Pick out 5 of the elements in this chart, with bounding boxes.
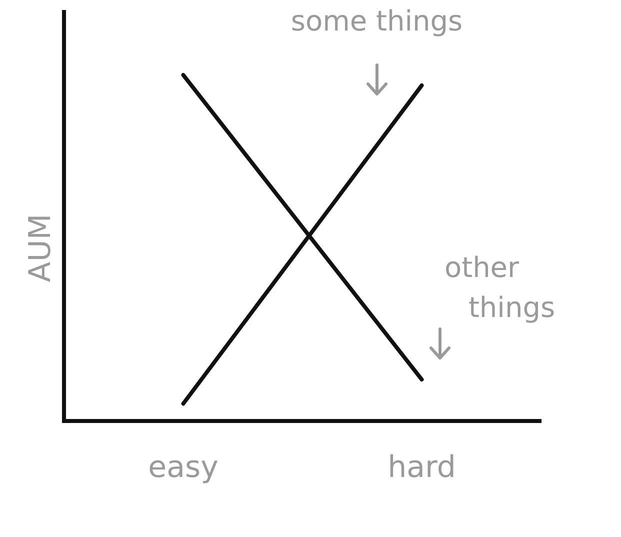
x-tick-label: easy — [148, 450, 218, 485]
x-tick-label: hard — [388, 450, 456, 485]
series-label: other things — [444, 250, 556, 324]
y-axis-title: AUM — [22, 214, 58, 282]
text: some things — [290, 4, 463, 38]
